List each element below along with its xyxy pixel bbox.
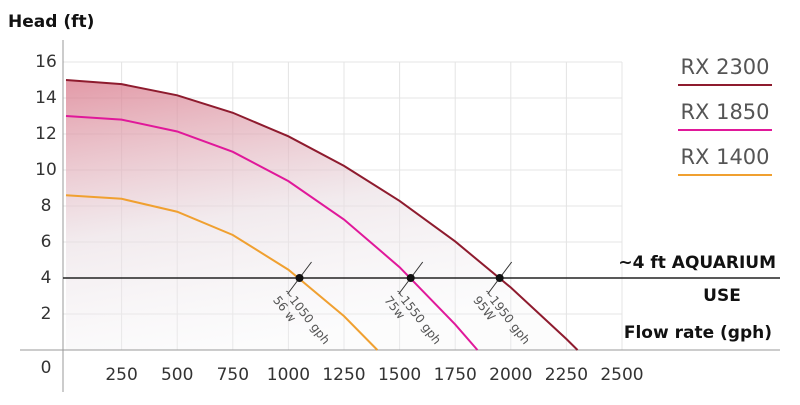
y-tick-label: 8 [41,196,52,216]
x-tick-label: 1250 [322,365,365,385]
series-line [65,115,479,351]
legend-label: RX 1850 [680,100,769,124]
series-line [65,79,579,351]
y-tick-label: 4 [41,268,52,288]
x-tick-label: 1500 [378,365,421,385]
y-tick-label: 12 [35,124,57,144]
x-tick-label: 1750 [434,365,477,385]
y-tick-label: 16 [35,52,57,72]
annotation-point [495,274,504,282]
area-fill [66,80,578,350]
annotation-point [406,274,415,282]
x-tick-label: 2500 [600,365,643,385]
x-axis-label: Flow rate (gph) [624,323,772,343]
x-tick-label: 750 [217,365,249,385]
y-axis-label: Head (ft) [8,12,94,32]
legend-label: RX 2300 [680,55,769,79]
y-tick-label: 2 [41,304,52,324]
legend-label: RX 1400 [680,145,769,169]
annotation-point [295,274,304,282]
series-line [65,194,379,351]
x-tick-label: 2000 [489,365,532,385]
y-tick-label: 0 [41,358,52,378]
reference-label: USE [703,286,741,306]
y-tick-label: 14 [35,88,57,108]
x-tick-label: 500 [161,365,193,385]
x-tick-label: 1000 [267,365,310,385]
x-tick-label: 250 [105,365,137,385]
y-tick-label: 6 [41,232,52,252]
reference-label: ~4 ft AQUARIUM [618,253,776,273]
y-tick-label: 10 [35,160,57,180]
x-tick-label: 2250 [545,365,588,385]
